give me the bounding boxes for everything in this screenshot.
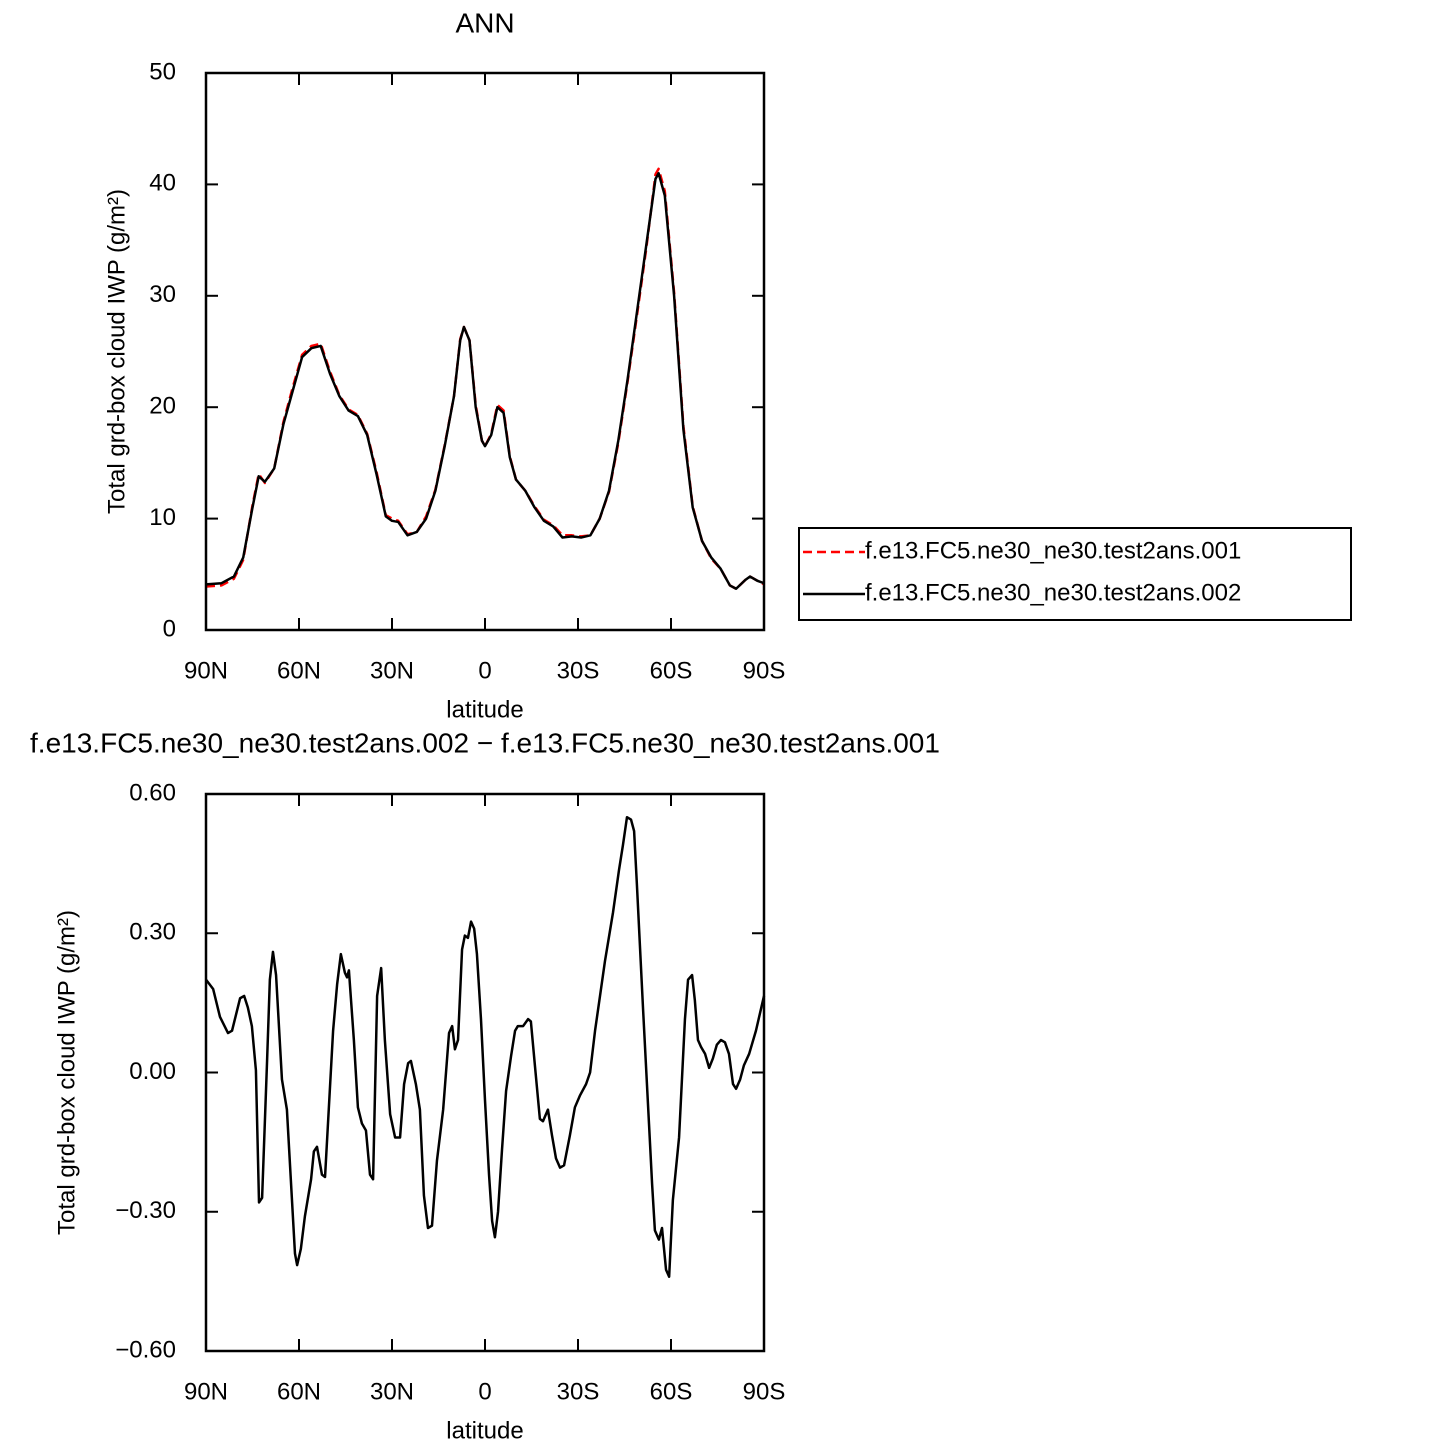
y-tick-label: 20 <box>149 393 176 420</box>
x-tick-label: 60S <box>650 657 693 684</box>
legend-box <box>798 527 1352 621</box>
y-tick-label: 30 <box>149 281 176 308</box>
x-tick-label: 0 <box>478 657 491 684</box>
x-tick-label: 60N <box>277 657 321 684</box>
x-tick-label: 30S <box>557 657 600 684</box>
y-tick-label: −0.30 <box>115 1197 176 1224</box>
y-tick-label: 0 <box>163 615 176 642</box>
x-tick-label: 90S <box>743 1378 786 1405</box>
y-tick-label: 50 <box>149 58 176 85</box>
x-tick-label: 90N <box>184 657 228 684</box>
legend-label: f.e13.FC5.ne30_ne30.test2ans.001 <box>865 537 1241 564</box>
x-tick-label: 30N <box>370 1378 414 1405</box>
x-tick-label: 30S <box>557 1378 600 1405</box>
x-tick-label: 90N <box>184 1378 228 1405</box>
x-tick-label: 60N <box>277 1378 321 1405</box>
series-line <box>205 172 765 591</box>
y-tick-label: 0.00 <box>129 1058 176 1085</box>
chart-title: ANN <box>455 7 514 38</box>
x-axis-label: latitude <box>446 1417 523 1444</box>
chart-title: f.e13.FC5.ne30_ne30.test2ans.002 − f.e13… <box>30 727 940 758</box>
series-line <box>205 815 766 1278</box>
y-tick-label: −0.60 <box>115 1336 176 1363</box>
legend-label: f.e13.FC5.ne30_ne30.test2ans.002 <box>865 579 1241 606</box>
y-axis-label: Total grd-box cloud IWP (g/m²) <box>103 189 130 514</box>
y-tick-label: 0.60 <box>129 779 176 806</box>
y-tick-label: 0.30 <box>129 919 176 946</box>
x-tick-label: 0 <box>478 1378 491 1405</box>
plot-frame <box>204 792 766 1353</box>
x-axis-label: latitude <box>446 696 523 723</box>
y-tick-label: 40 <box>149 170 176 197</box>
x-tick-label: 90S <box>743 657 786 684</box>
plot-frame <box>204 71 766 632</box>
y-axis-label: Total grd-box cloud IWP (g/m²) <box>53 910 80 1235</box>
x-tick-label: 60S <box>650 1378 693 1405</box>
x-tick-label: 30N <box>370 657 414 684</box>
y-tick-label: 10 <box>149 504 176 531</box>
